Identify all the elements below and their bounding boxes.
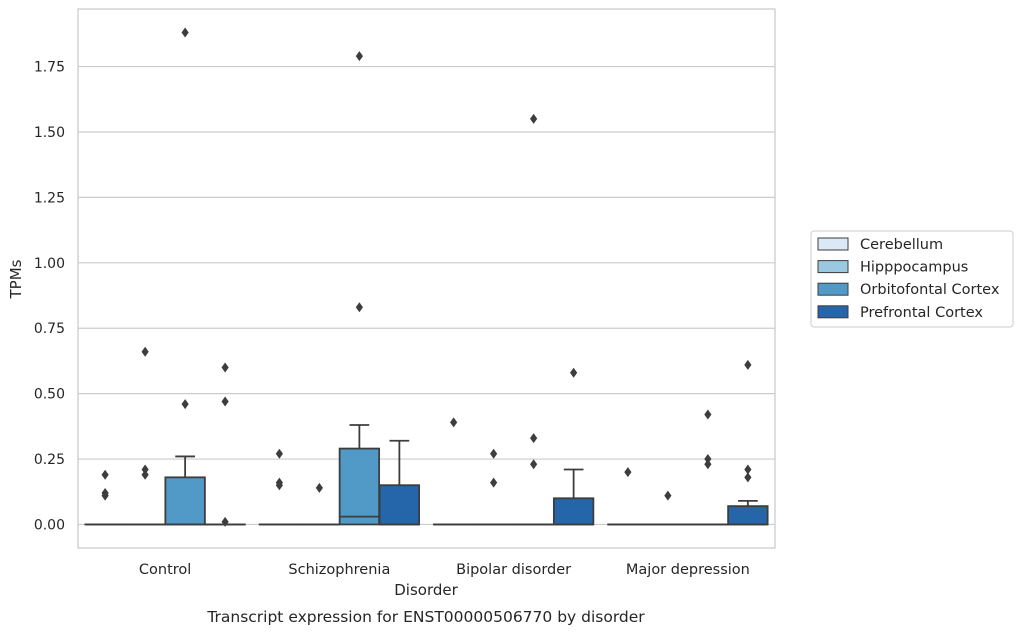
outlier-point <box>355 302 363 313</box>
y-axis-label: TPMs <box>7 259 25 299</box>
outlier-point <box>570 367 578 378</box>
legend-swatch <box>817 305 849 319</box>
outlier-point <box>530 433 538 444</box>
box <box>378 484 421 526</box>
y-tick-label: 0.75 <box>34 321 65 337</box>
outlier-point <box>355 51 363 62</box>
legend-frame <box>810 230 1014 328</box>
box-group <box>552 367 595 526</box>
outlier-point <box>221 516 229 527</box>
box-group <box>647 490 689 526</box>
outlier-point <box>490 477 498 488</box>
box <box>338 447 381 526</box>
legend: Cerebellum Hipppocampus Orbitofontal Corte… <box>810 230 1014 328</box>
legend-swatch <box>817 260 849 274</box>
outlier-point <box>181 27 189 38</box>
legend-swatch <box>817 282 849 296</box>
outlier-point <box>315 482 323 493</box>
x-tick-label: Control <box>139 562 191 578</box>
x-tick-labels: Control Schizophrenia Bipolar disorder Majo… <box>139 562 750 578</box>
box-group <box>378 439 421 526</box>
y-tick-label: 0.00 <box>34 517 65 533</box>
legend-swatch <box>817 237 849 251</box>
outlier-point <box>275 480 283 491</box>
outlier-point <box>141 464 149 475</box>
box-group <box>607 467 649 526</box>
box-group <box>338 51 381 526</box>
outlier-point <box>101 469 109 480</box>
gridlines <box>78 65 775 526</box>
y-tick-label: 1.00 <box>34 256 65 272</box>
y-tick-label: 1.25 <box>34 190 65 206</box>
y-tick-labels: 0.00 0.25 0.50 0.75 1.00 1.25 1.50 1.75 <box>34 60 65 534</box>
legend-label: Cerebellum <box>860 237 943 253</box>
y-tick-label: 0.50 <box>34 387 65 403</box>
outlier-point <box>704 409 712 420</box>
outlier-point <box>624 467 632 478</box>
outlier-point <box>744 464 752 475</box>
plot-area-frame <box>77 8 776 549</box>
outlier-point <box>181 399 189 410</box>
outlier-point <box>221 362 229 373</box>
box-group <box>687 409 729 526</box>
box-group <box>204 362 246 527</box>
legend-label: Hipppocampus <box>860 260 968 276</box>
box-group <box>432 417 475 526</box>
box-group <box>512 113 555 526</box>
y-tick-label: 0.25 <box>34 452 65 468</box>
box-group <box>258 448 301 526</box>
x-tick-label: Schizophrenia <box>288 562 390 578</box>
chart-caption: Transcript expression for ENST0000050677… <box>206 608 645 626</box>
box-group <box>164 27 206 526</box>
x-axis-label: Disorder <box>394 581 458 599</box>
outlier-point <box>141 469 149 480</box>
outlier-point <box>275 448 283 459</box>
outlier-point <box>101 490 109 501</box>
box <box>164 476 206 526</box>
outlier-point <box>744 472 752 483</box>
x-tick-label: Bipolar disorder <box>456 562 571 578</box>
y-tick-label: 1.50 <box>34 125 65 141</box>
outlier-point <box>744 359 752 370</box>
legend-label: Prefrontal Cortex <box>860 305 983 321</box>
outlier-point <box>490 448 498 459</box>
box-group <box>84 469 126 526</box>
box-group <box>124 346 166 526</box>
legend-label: Orbitofontal Cortex <box>860 282 1000 298</box>
y-tick-label: 1.75 <box>34 60 65 76</box>
outlier-point <box>704 459 712 470</box>
box-group <box>727 359 769 526</box>
outlier-point <box>450 417 458 428</box>
box <box>552 497 595 526</box>
box-group <box>298 482 341 526</box>
outlier-point <box>530 113 538 124</box>
box-group <box>472 448 515 526</box>
outlier-point <box>141 346 149 357</box>
x-tick-label: Major depression <box>626 562 750 578</box>
outlier-point <box>530 459 538 470</box>
outlier-point <box>221 396 229 407</box>
outlier-point <box>664 490 672 501</box>
box <box>727 505 769 526</box>
outlier-point <box>704 454 712 465</box>
box-plots <box>84 27 769 527</box>
